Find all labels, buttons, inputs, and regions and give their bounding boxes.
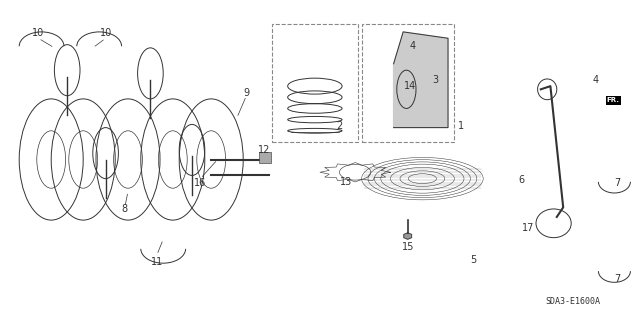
Text: 15: 15 xyxy=(402,242,415,252)
Text: 3: 3 xyxy=(432,75,438,85)
Text: 17: 17 xyxy=(522,223,534,233)
Text: 16: 16 xyxy=(194,178,207,189)
Bar xyxy=(259,152,271,163)
Polygon shape xyxy=(394,32,448,128)
Text: 10: 10 xyxy=(32,28,45,39)
Polygon shape xyxy=(404,233,412,239)
Text: 1: 1 xyxy=(458,121,464,131)
Text: 6: 6 xyxy=(518,175,525,185)
Text: SDA3-E1600A: SDA3-E1600A xyxy=(545,297,600,306)
Text: 13: 13 xyxy=(339,177,352,187)
Text: 7: 7 xyxy=(614,274,621,284)
Text: 4: 4 xyxy=(592,75,598,85)
Text: 7: 7 xyxy=(614,178,621,189)
Text: 4: 4 xyxy=(410,41,416,51)
Text: 14: 14 xyxy=(403,81,416,91)
Text: 10: 10 xyxy=(99,28,112,39)
Text: 5: 5 xyxy=(470,255,477,265)
Text: 9: 9 xyxy=(243,87,250,98)
Text: 12: 12 xyxy=(257,145,270,155)
Text: 2: 2 xyxy=(336,121,342,131)
Text: 8: 8 xyxy=(122,204,128,214)
Text: FR.: FR. xyxy=(607,98,620,103)
Text: 11: 11 xyxy=(150,256,163,267)
